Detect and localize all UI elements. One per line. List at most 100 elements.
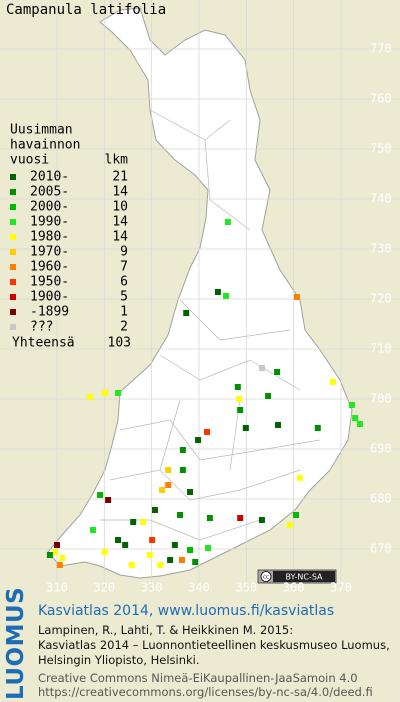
legend-swatch (10, 264, 16, 270)
observation (224, 219, 231, 225)
legend-label: 2010- (30, 170, 69, 185)
legend-count: 14 (112, 230, 128, 245)
observation (222, 293, 229, 299)
observation (146, 552, 153, 558)
legend-swatch (10, 174, 16, 180)
observation (115, 537, 122, 543)
northing-label: 770 (370, 42, 392, 56)
footer-headline: Kasviatlas 2014, www.luomus.fi/kasviatla… (38, 603, 335, 619)
observation (171, 542, 178, 548)
observation (101, 549, 108, 555)
legend-swatch (10, 219, 16, 225)
observation (177, 512, 184, 518)
observation (165, 482, 172, 488)
observation (296, 475, 303, 481)
observation (275, 422, 282, 428)
legend-swatch (10, 294, 16, 300)
observation (178, 557, 185, 563)
observation (165, 467, 172, 473)
legend-label: 2005- (30, 185, 69, 200)
license-line: Creative Commons Nimeä-EiKaupallinen-Jaa… (38, 671, 358, 685)
observation (149, 537, 156, 543)
legend-count: 14 (112, 185, 128, 200)
legend-heading: Uusimman (10, 123, 73, 138)
observation (186, 489, 193, 495)
license-badge-text: BY-NC-SA (285, 573, 323, 582)
observation (52, 549, 59, 555)
observation (293, 512, 300, 518)
northing-label: 690 (370, 442, 392, 456)
legend-total-label: Yhteensä (12, 336, 75, 351)
observation (329, 379, 336, 385)
citation-line: Helsingin Yliopisto, Helsinki. (38, 653, 200, 667)
northing-label: 720 (370, 292, 392, 306)
observation (97, 492, 104, 498)
easting-label: 350 (235, 581, 257, 595)
legend-count: 1 (120, 305, 128, 320)
legend-swatch (10, 234, 16, 240)
legend-count: 5 (120, 290, 128, 305)
legend-count: 9 (120, 245, 128, 260)
legend-label: -1899 (30, 305, 69, 320)
northing-label: 710 (370, 342, 392, 356)
observation (122, 542, 129, 548)
observation (236, 396, 243, 402)
observation (237, 515, 244, 521)
legend-count: 7 (120, 260, 128, 275)
observation (128, 562, 135, 568)
observation (183, 310, 190, 316)
observation (214, 289, 221, 295)
legend-swatch (10, 189, 16, 195)
observation (352, 415, 359, 421)
observation (87, 394, 94, 400)
svg-text:cc: cc (263, 575, 269, 581)
legend-heading: havainnon (10, 138, 80, 153)
observation (115, 390, 122, 396)
observations (46, 219, 363, 568)
observation (54, 542, 60, 548)
observation (186, 547, 193, 553)
observation (167, 557, 174, 563)
legend-swatch (10, 279, 16, 285)
observation (265, 393, 272, 399)
easting-label: 320 (93, 581, 115, 595)
observation (151, 507, 158, 513)
legend-count: 14 (112, 215, 128, 230)
province-borders (100, 109, 321, 541)
northing-label: 740 (370, 192, 392, 206)
easting-label: 330 (141, 581, 163, 595)
observation (105, 497, 112, 503)
legend-total: 103 (108, 336, 131, 351)
license-badge: cc BY-NC-SA (257, 569, 337, 584)
observation (286, 522, 293, 528)
observation (237, 407, 244, 413)
map-title: Campanula latifolia (6, 2, 166, 18)
legend-count-heading: lkm (105, 153, 129, 168)
observation (258, 517, 265, 523)
observation (101, 390, 108, 396)
easting-label: 340 (188, 581, 210, 595)
observation (56, 562, 63, 568)
legend-label: 1960- (30, 260, 69, 275)
legend-label: 2000- (30, 200, 69, 215)
observation (179, 467, 186, 473)
observation (195, 437, 202, 443)
legend-label: 1900- (30, 290, 69, 305)
license-line: https://creativecommons.org/licenses/by-… (38, 685, 373, 699)
legend-count: 10 (112, 200, 128, 215)
observation (130, 519, 137, 525)
northing-label: 700 (370, 392, 392, 406)
northing-label: 760 (370, 92, 392, 106)
northing-label: 680 (370, 492, 392, 506)
finland-outline (47, 7, 353, 579)
observation (89, 527, 96, 533)
observation (159, 487, 166, 493)
northing-label: 750 (370, 142, 392, 156)
citation-line: Lampinen, R., Lahti, T. & Heikkinen M. 2… (38, 623, 294, 637)
observation (274, 369, 281, 375)
grid (0, 0, 400, 590)
legend-swatch (10, 204, 16, 210)
observation (258, 365, 265, 371)
